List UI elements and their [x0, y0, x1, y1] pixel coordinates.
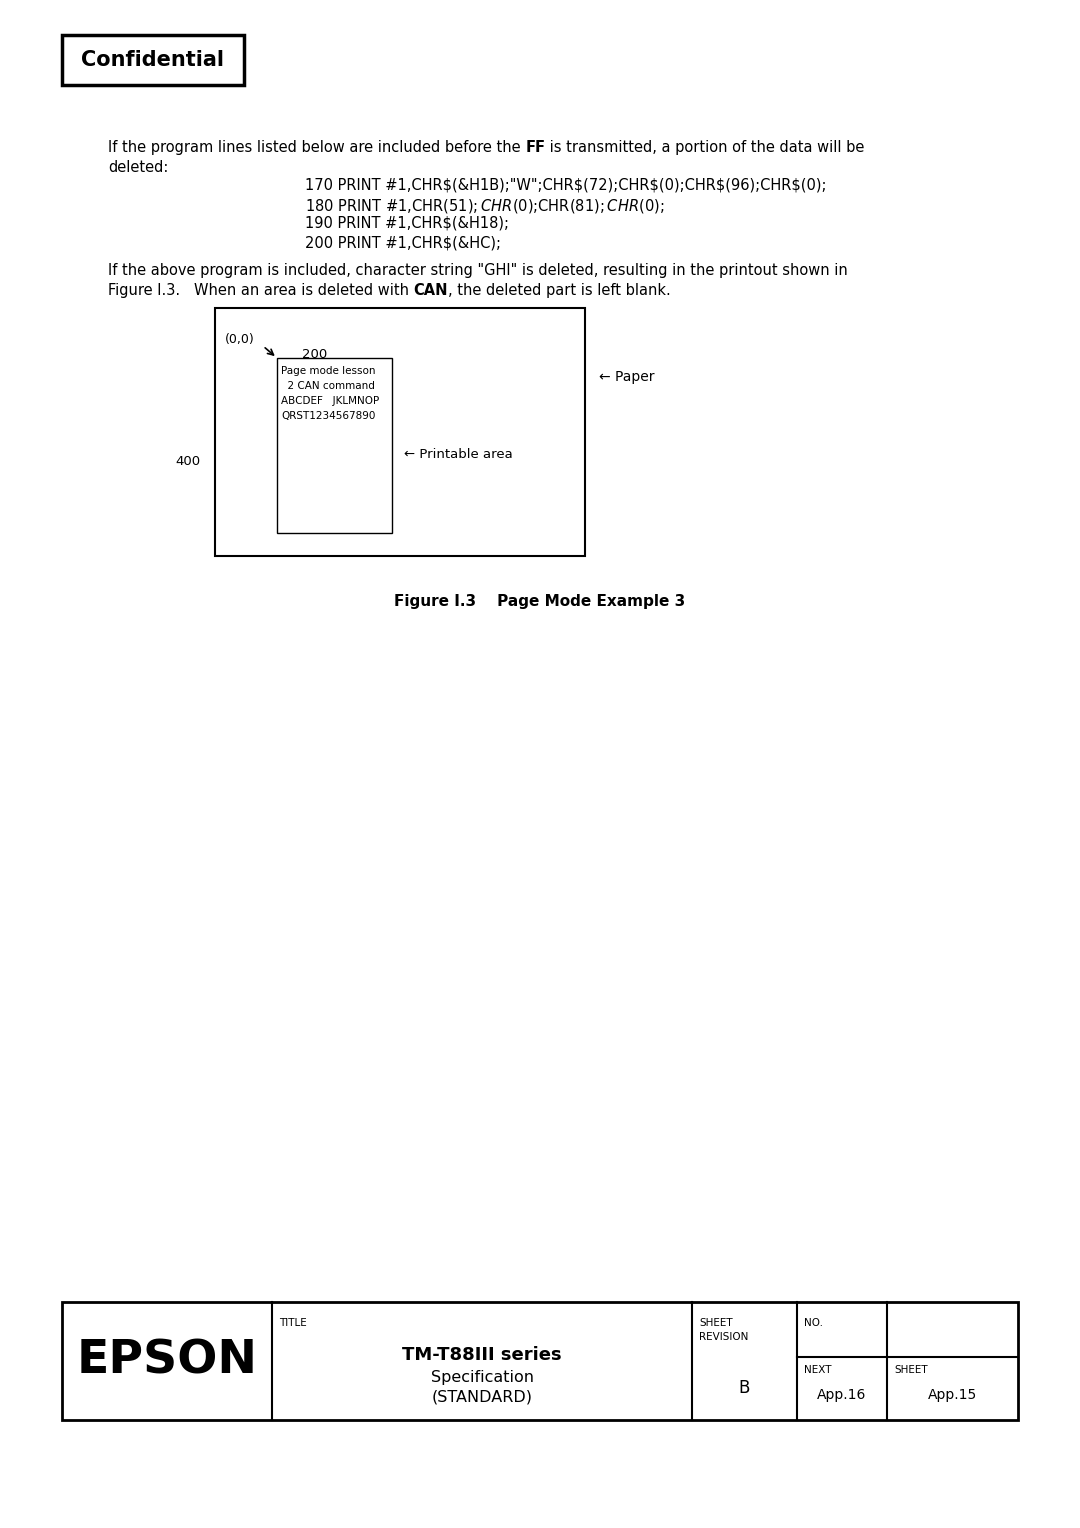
Text: Page mode lesson: Page mode lesson: [281, 367, 376, 376]
Text: 2 CAN command: 2 CAN command: [281, 380, 375, 391]
Text: Figure I.3.   When an area is deleted with: Figure I.3. When an area is deleted with: [108, 283, 414, 298]
Text: Confidential: Confidential: [81, 50, 225, 70]
Text: REVISION: REVISION: [699, 1332, 748, 1342]
Text: If the above program is included, character string "GHI" is deleted, resulting i: If the above program is included, charac…: [108, 263, 848, 278]
Text: Figure I.3    Page Mode Example 3: Figure I.3 Page Mode Example 3: [394, 594, 686, 610]
Text: deleted:: deleted:: [108, 160, 168, 176]
Text: SHEET: SHEET: [699, 1319, 732, 1328]
Text: App.16: App.16: [818, 1387, 866, 1401]
Text: TM-T88III series: TM-T88III series: [402, 1346, 562, 1365]
Text: App.15: App.15: [928, 1387, 977, 1401]
Text: SHEET: SHEET: [894, 1366, 928, 1375]
Text: EPSON: EPSON: [77, 1339, 257, 1383]
Text: NO.: NO.: [804, 1319, 823, 1328]
Text: Specification: Specification: [431, 1371, 534, 1384]
Text: CAN: CAN: [414, 283, 448, 298]
Text: (STANDARD): (STANDARD): [432, 1390, 532, 1406]
Text: ← Paper: ← Paper: [599, 370, 654, 385]
Bar: [62, 35, 244, 86]
Text: 400: 400: [176, 455, 201, 468]
Text: NEXT: NEXT: [804, 1366, 832, 1375]
Text: ← Printable area: ← Printable area: [404, 448, 513, 461]
Text: QRST1234567890: QRST1234567890: [281, 411, 376, 422]
Text: 190 PRINT #1,CHR$(&H18);: 190 PRINT #1,CHR$(&H18);: [305, 215, 509, 231]
Text: If the program lines listed below are included before the: If the program lines listed below are in…: [108, 141, 525, 154]
Text: 200 PRINT #1,CHR$(&HC);: 200 PRINT #1,CHR$(&HC);: [305, 235, 501, 251]
Text: 200: 200: [302, 348, 327, 361]
Text: TITLE: TITLE: [279, 1319, 307, 1328]
Text: FF: FF: [525, 141, 545, 154]
Bar: [276, 358, 392, 533]
Bar: [62, 1302, 1018, 1420]
Text: 170 PRINT #1,CHR$(&H1B);"W";CHR$(72);CHR$(0);CHR$(96);CHR$(0);: 170 PRINT #1,CHR$(&H1B);"W";CHR$(72);CHR…: [305, 177, 826, 193]
Text: ABCDEF   JKLMNOP: ABCDEF JKLMNOP: [281, 396, 379, 406]
Text: is transmitted, a portion of the data will be: is transmitted, a portion of the data wi…: [545, 141, 865, 154]
Text: B: B: [739, 1380, 751, 1397]
Text: (0,0): (0,0): [225, 333, 255, 345]
Text: 180 PRINT #1,CHR$(51);CHR$(0);CHR$(81);CHR$(0);: 180 PRINT #1,CHR$(51);CHR$(0);CHR$(81);C…: [305, 197, 664, 215]
Bar: [215, 309, 585, 556]
Text: , the deleted part is left blank.: , the deleted part is left blank.: [448, 283, 671, 298]
